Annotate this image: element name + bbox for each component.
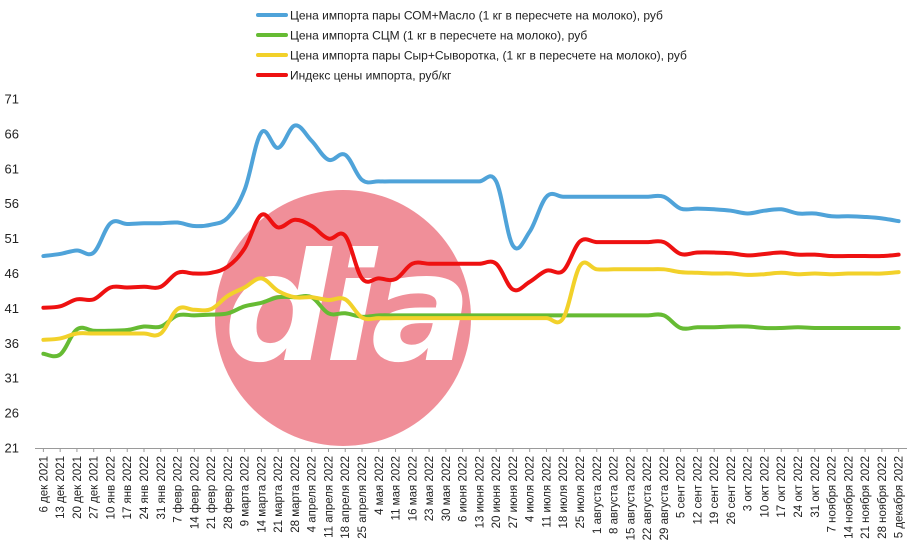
- x-tick-label: 4 июля 2022: [525, 456, 537, 522]
- x-tick-label: 18 апреля 2022: [340, 456, 352, 539]
- x-tick-label: 6 июня 2022: [458, 456, 470, 522]
- y-tick-label: 51: [5, 231, 19, 246]
- y-tick-label: 46: [5, 266, 19, 281]
- x-tick-label: 17 окт 2022: [776, 456, 788, 518]
- x-tick-label: 7 ноября 2022: [827, 456, 839, 532]
- legend-label: Цена импорта пары СОМ+Масло (1 кг в пере…: [290, 9, 663, 23]
- x-tick-label: 27 дек 2021: [89, 456, 101, 519]
- legend-label: Цена импорта пары Сыр+Сыворотка, (1 кг в…: [290, 49, 687, 63]
- x-tick-label: 27 июня 2022: [508, 456, 520, 528]
- x-tick-label: 13 дек 2021: [55, 456, 67, 519]
- x-tick-label: 9 марта 2022: [240, 456, 252, 526]
- x-tick-label: 30 мая 2022: [441, 456, 453, 521]
- x-tick-label: 31 янв 2022: [156, 456, 168, 519]
- y-tick-label: 56: [5, 196, 19, 211]
- y-tick-label: 61: [5, 161, 19, 176]
- x-tick-label: 4 апреля 2022: [307, 456, 319, 532]
- x-tick-label: 14 февр 2022: [189, 456, 201, 529]
- y-tick-label: 41: [5, 301, 19, 316]
- x-tick-label: 28 ноября 2022: [877, 456, 889, 539]
- x-tick-label: 16 мая 2022: [407, 456, 419, 521]
- series-lines: [41, 123, 901, 359]
- legend: Цена импорта пары СОМ+Масло (1 кг в пере…: [256, 9, 687, 83]
- x-tick-label: 29 августа 2022: [659, 456, 671, 540]
- x-tick-label: 21 февр 2022: [206, 456, 218, 529]
- x-tick-label: 10 янв 2022: [105, 456, 117, 519]
- x-tick-label: 24 окт 2022: [793, 456, 805, 518]
- x-tick-label: 10 окт 2022: [759, 456, 771, 518]
- series-line-1: [41, 123, 901, 259]
- x-tick-label: 21 марта 2022: [273, 456, 285, 533]
- x-tick-label: 19 сент 2022: [709, 456, 721, 525]
- x-tick-label: 21 ноября 2022: [860, 456, 872, 539]
- x-tick-label: 28 марта 2022: [290, 456, 302, 533]
- x-tick-label: 1 августа 2022: [592, 456, 604, 534]
- watermark-text: dia: [224, 222, 466, 396]
- x-tick-label: 26 сент 2022: [726, 456, 738, 525]
- axes: 21 26 31 36 41 46 51 56 61 66 71 6 дек 2021 13 дек 2…: [5, 92, 907, 540]
- x-tick-label: 28 февр 2022: [223, 456, 235, 529]
- legend-label: Индекс цены импорта, руб/кг: [290, 69, 452, 83]
- x-tick-label: 4 мая 2022: [374, 456, 386, 515]
- x-tick-label: 24 янв 2022: [139, 456, 151, 519]
- y-tick-label: 26: [5, 406, 19, 421]
- series-line-3: [41, 260, 901, 342]
- x-tick-label: 11 мая 2022: [391, 456, 403, 520]
- x-tick-label: 22 августа 2022: [642, 456, 654, 540]
- x-tick-label: 5 сент 2022: [676, 456, 688, 518]
- x-tick-label: 20 июня 2022: [491, 456, 503, 528]
- y-tick-label: 36: [5, 336, 19, 351]
- x-tick-label: 11 июля 2022: [541, 456, 553, 528]
- series-line-4: [41, 212, 901, 310]
- legend-label: Цена импорта СЦМ (1 кг в пересчете на мо…: [290, 29, 587, 43]
- x-tick-label: 7 февр 2022: [173, 456, 185, 523]
- x-tick-label: 31 окт 2022: [810, 456, 822, 518]
- x-tick-label: 25 апреля 2022: [357, 456, 369, 539]
- x-tick-label: 25 июля 2022: [575, 456, 587, 529]
- x-tick-label: 5 декабря 2022: [894, 456, 906, 538]
- x-tick-label: 14 марта 2022: [256, 456, 268, 533]
- watermark-logo: dia: [215, 190, 472, 446]
- x-tick-label: 12 сент 2022: [692, 456, 704, 525]
- x-tick-label: 15 августа 2022: [625, 456, 637, 540]
- y-tick-label: 66: [5, 126, 19, 141]
- y-tick-label: 31: [5, 371, 19, 386]
- x-tick-label: 14 ноября 2022: [843, 456, 855, 539]
- x-tick-label: 11 апреля 2022: [323, 456, 335, 538]
- y-tick-label: 71: [5, 92, 19, 107]
- x-tick-label: 17 янв 2022: [122, 456, 134, 519]
- series-line-2: [41, 293, 901, 359]
- x-tick-label: 3 окт 2022: [743, 456, 755, 511]
- x-tick-label: 23 мая 2022: [424, 456, 436, 521]
- y-tick-label: 21: [5, 441, 19, 456]
- watermark-circle: [215, 190, 471, 446]
- x-tick-label: 18 июля 2022: [558, 456, 570, 529]
- x-tick-label: 8 августа 2022: [609, 456, 621, 534]
- x-tick-label: 20 дек 2021: [72, 456, 84, 519]
- x-tick-label: 6 дек 2021: [38, 456, 50, 513]
- x-tick-label: 13 июня 2022: [474, 456, 486, 528]
